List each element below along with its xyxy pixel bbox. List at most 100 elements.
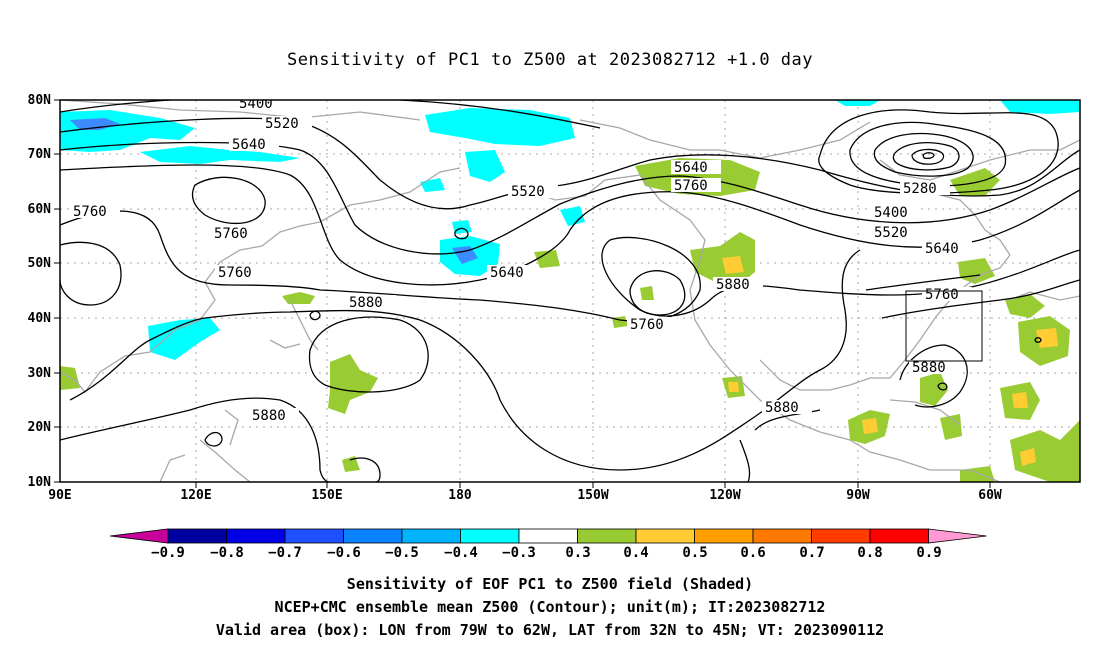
neg-patch-bering — [465, 150, 505, 182]
pos-patch-atlantic-north — [1005, 294, 1045, 318]
contour-label: 5880 — [252, 408, 286, 424]
colorbar-cell — [577, 528, 637, 544]
colorbar-labels: −0.9 −0.8 −0.7 −0.6 −0.5 −0.4 −0.3 0.3 0… — [151, 545, 942, 561]
map-panel: 5400 5520 5640 5760 5760 5760 5520 5640 … — [28, 93, 1081, 503]
pos-core-caribbean — [862, 418, 878, 434]
valid-area-box — [905, 290, 983, 362]
lon-label: 90W — [846, 488, 870, 503]
colorbar-cell — [284, 528, 344, 544]
pos-patch-east-pacific — [640, 286, 654, 300]
colorbar-cell — [869, 528, 929, 544]
lon-labels: 90E 120E 150E 180 150W 120W 90W 60W — [48, 488, 1002, 503]
colorbar-cell — [635, 528, 695, 544]
colorbar-cell — [343, 528, 403, 544]
colorbar-label: 0.6 — [740, 545, 765, 561]
contour-label: 5640 — [674, 160, 708, 176]
colorbar-label: −0.3 — [502, 545, 536, 561]
colorbar-cell — [518, 528, 578, 544]
pos-core-atlantic-tropics — [1020, 448, 1036, 466]
colorbar-label: −0.5 — [385, 545, 419, 561]
lon-label: 150E — [311, 488, 342, 503]
colorbar-cell — [694, 528, 754, 544]
colorbar-label: 0.5 — [682, 545, 707, 561]
colorbar-label: −0.6 — [327, 545, 361, 561]
neg-patch-arctic-east — [1000, 100, 1080, 114]
colorbar-cell — [401, 528, 461, 544]
neg-patch-kamchatka-north — [425, 108, 575, 146]
pos-core-atlantic-subtrop — [1012, 392, 1028, 408]
colorbar-cell — [811, 528, 871, 544]
neg-patch-greenland-west — [835, 100, 880, 106]
pos-patch-philippine — [342, 456, 360, 472]
lon-label: 120W — [709, 488, 740, 503]
figure-title: Sensitivity of PC1 to Z500 at 2023082712… — [286, 50, 813, 70]
colorbar-cell — [167, 528, 227, 544]
pos-patch-atlantic-tropics — [1010, 420, 1080, 482]
lon-label: 120E — [180, 488, 211, 503]
contour-label: 5760 — [674, 178, 708, 194]
pos-patch-atlantic-sw — [920, 372, 948, 406]
axis-ticks — [54, 99, 991, 488]
lat-label: 10N — [28, 475, 52, 490]
contour-label: 5280 — [903, 181, 937, 197]
colorbar-label: 0.3 — [565, 545, 590, 561]
pos-core-mexico — [728, 382, 739, 392]
neg-patch-aleutian-east — [560, 206, 585, 226]
colorbar-cell — [226, 528, 286, 544]
colorbar-label: −0.7 — [268, 545, 302, 561]
caption-contour: NCEP+CMC ensemble mean Z500 (Contour); u… — [274, 598, 826, 616]
colorbar-label: 0.8 — [857, 545, 882, 561]
colorbar-end-low — [109, 528, 169, 544]
colorbar-label: 0.4 — [623, 545, 648, 561]
lon-label: 180 — [448, 488, 472, 503]
contour-label: 5400 — [874, 205, 908, 221]
lat-label: 60N — [28, 202, 52, 217]
caption-valid-area: Valid area (box): LON from 79W to 62W, L… — [215, 621, 885, 639]
contour-label: 5880 — [716, 277, 750, 293]
neg-core-north-pacific — [452, 246, 478, 264]
colorbar-cells — [109, 528, 987, 544]
contour-label: 5760 — [218, 265, 252, 281]
colorbar-label: −0.8 — [210, 545, 244, 561]
map-frame — [59, 99, 1081, 483]
contour-label: 5520 — [874, 225, 908, 241]
pos-patch-gulf-alaska — [534, 250, 560, 268]
contour-label: 5760 — [214, 226, 248, 242]
contour-label: 5640 — [490, 265, 524, 281]
contour-label: 5880 — [912, 360, 946, 376]
contour-label-boxes — [70, 100, 972, 422]
lat-label: 50N — [28, 256, 52, 271]
pos-core-atlantic-east — [1036, 328, 1058, 348]
contour-label: 5880 — [765, 400, 799, 416]
contour-label: 5760 — [925, 287, 959, 303]
lon-label: 150W — [577, 488, 608, 503]
contour-label: 5520 — [265, 116, 299, 132]
lat-label: 80N — [28, 93, 52, 108]
lat-label: 40N — [28, 311, 52, 326]
contour-label: 5760 — [73, 204, 107, 220]
colorbar-end-high — [928, 528, 987, 544]
lon-label: 90E — [48, 488, 71, 503]
colorbar-label: 0.7 — [799, 545, 824, 561]
contour-label: 5640 — [925, 241, 959, 257]
pos-patch-west-pacific — [328, 354, 378, 414]
contour-label: 5640 — [232, 137, 266, 153]
lat-label: 30N — [28, 366, 52, 381]
lon-label: 60W — [978, 488, 1002, 503]
colorbar-label: 0.9 — [916, 545, 941, 561]
contour-label: 5400 — [239, 96, 273, 112]
coastlines — [60, 100, 1080, 482]
pos-patch-newfoundland — [958, 258, 995, 284]
colorbar-cell — [460, 528, 520, 544]
neg-patch-east-china — [148, 318, 220, 360]
contour-label: 5880 — [349, 295, 383, 311]
contour-label: 5760 — [630, 317, 664, 333]
negative-sensitivity-shading — [60, 100, 1080, 360]
positive-sensitivity-shading — [60, 158, 1080, 482]
pos-core-western-canada — [722, 256, 744, 274]
pos-patch-atlantic-mid — [940, 414, 962, 440]
lat-labels: 80N 70N 60N 50N 40N 30N 20N 10N — [28, 93, 52, 490]
colorbar-label: −0.9 — [151, 545, 185, 561]
caption-shading: Sensitivity of EOF PC1 to Z500 field (Sh… — [346, 575, 754, 593]
colorbar: −0.9 −0.8 −0.7 −0.6 −0.5 −0.4 −0.3 0.3 0… — [109, 528, 987, 561]
